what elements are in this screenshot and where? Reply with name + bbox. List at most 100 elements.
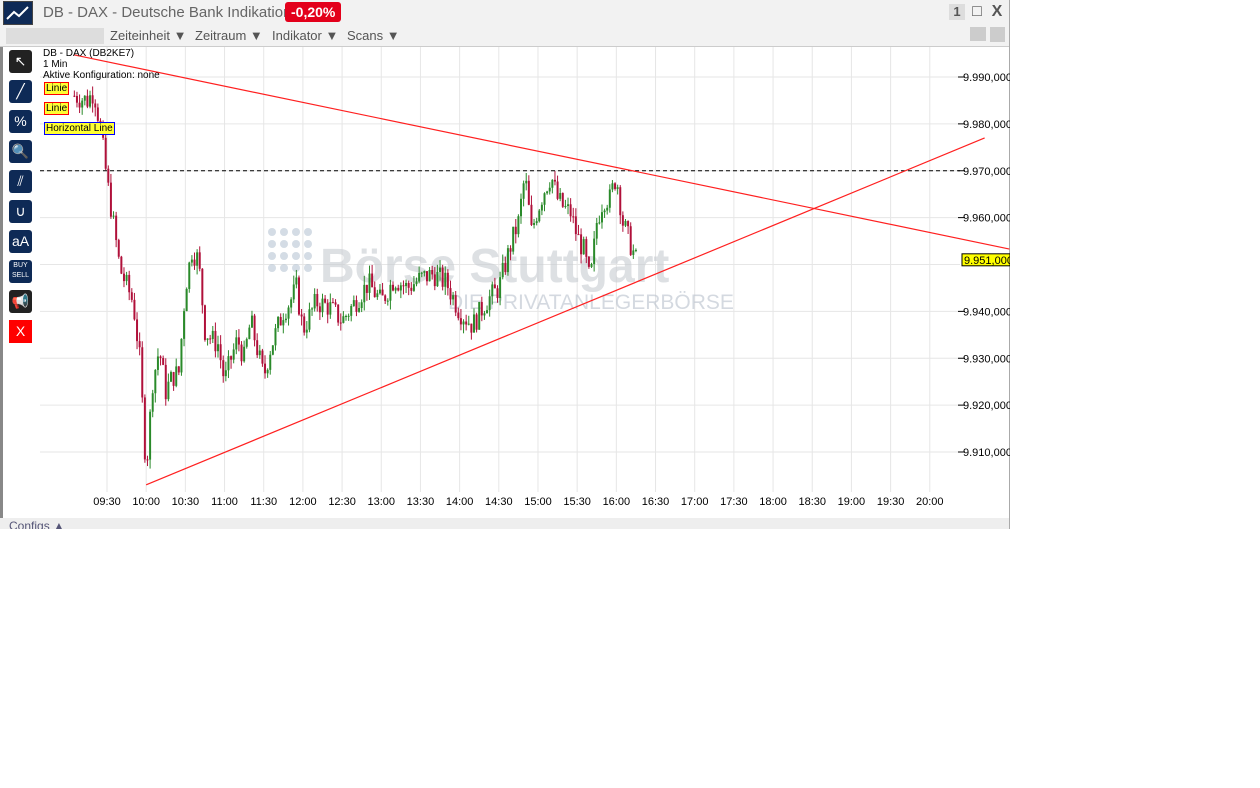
percent-icon[interactable]: % [9, 110, 32, 133]
x-tick-label: 11:00 [211, 496, 238, 508]
candle-body [478, 302, 481, 330]
y-tick-label: 9.930,000 [963, 353, 1010, 365]
maximize-button[interactable]: □ [972, 3, 982, 20]
watermark-logo-dot [280, 240, 288, 248]
candle-body [506, 248, 509, 273]
zoom-icon[interactable]: 🔍 [9, 140, 32, 163]
menu-zeitraum[interactable]: Zeitraum ▼ [195, 28, 263, 43]
candle-body [185, 288, 188, 312]
candle-body [436, 271, 439, 287]
delete-icon[interactable]: X [9, 320, 32, 343]
candle-body [237, 337, 240, 345]
candle-body [514, 226, 517, 235]
watermark-logo-dot [292, 252, 300, 260]
candle-body [146, 459, 149, 461]
folder-icon[interactable] [970, 27, 986, 41]
price-chart[interactable]: 09:30 10:00 10:30 11:00 11:30 12:00 12:30 13:00… [0, 47, 1010, 518]
candle-body [569, 204, 572, 217]
candle-body [415, 281, 418, 285]
watermark-logo-dot [268, 252, 276, 260]
trendline [74, 54, 1010, 250]
x-tick-label: 18:30 [798, 496, 826, 508]
candle-body [561, 193, 564, 207]
left-border [0, 47, 3, 529]
menu-zeiteinheit[interactable]: Zeiteinheit ▼ [110, 28, 187, 43]
megaphone-icon[interactable]: 📢 [9, 290, 32, 313]
drawing-label-line-1[interactable]: Linie [44, 82, 70, 95]
candle-body [444, 272, 447, 287]
candle-body [389, 284, 392, 301]
text-icon[interactable]: aA [9, 230, 32, 253]
candle-body [78, 102, 81, 108]
y-tick-label: 9.920,000 [963, 400, 1010, 412]
search-input[interactable] [6, 28, 104, 44]
candle-body [598, 222, 601, 224]
candle-body [384, 295, 387, 301]
drawing-label-line-2[interactable]: Linie [44, 102, 70, 115]
layout-one-button[interactable]: 1 [949, 4, 965, 20]
candle-body [548, 187, 551, 192]
configs-toggle[interactable]: Configs ▲ [9, 519, 65, 529]
candle-body [629, 226, 632, 255]
candle-body [454, 295, 457, 313]
candle-body [423, 271, 426, 273]
candle-body [363, 284, 366, 303]
candle-body [117, 240, 120, 257]
watermark-logo-dot [280, 252, 288, 260]
x-tick-label: 16:30 [642, 496, 670, 508]
candle-body [269, 354, 272, 370]
candle-body [593, 238, 596, 265]
drawing-label-hline[interactable]: Horizontal Line [44, 122, 115, 135]
x-tick-label: 13:00 [367, 496, 395, 508]
config-label: Aktive Konfiguration: none [43, 70, 160, 81]
curve-icon[interactable]: ∪ [9, 200, 32, 223]
menu-indikator[interactable]: Indikator ▼ [272, 28, 339, 43]
candle-body [248, 327, 251, 340]
candle-body [392, 284, 395, 291]
watermark-logo-dot [304, 264, 312, 272]
candle-body [334, 302, 337, 305]
watermark-logo-dot [268, 228, 276, 236]
candle-body [420, 272, 423, 274]
x-tick-label: 12:30 [328, 496, 356, 508]
candle-body [585, 239, 588, 257]
candle-body [472, 314, 475, 333]
buy-sell-icon[interactable]: BUY SELL [9, 260, 32, 283]
candle-body [517, 216, 520, 235]
candle-body [175, 366, 178, 386]
symbol-label: DB - DAX (DB2KE7) [43, 48, 135, 59]
candle-body [188, 262, 191, 289]
candle-body [467, 323, 470, 325]
candle-body [203, 305, 206, 340]
candle-body [405, 282, 408, 287]
candle-body [499, 277, 502, 299]
close-button[interactable]: X [991, 3, 1003, 20]
chart-window: DB - DAX - Deutsche Bank Indikation -0,2… [0, 0, 1010, 529]
candle-body [624, 221, 627, 226]
candle-body [431, 270, 434, 275]
arrow-icon[interactable]: ↖ [9, 50, 32, 73]
parallel-lines-icon[interactable]: ⫽ [9, 170, 32, 193]
menu-scans[interactable]: Scans ▼ [347, 28, 400, 43]
y-tick-label: 9.960,000 [963, 213, 1010, 225]
candle-body [520, 198, 523, 217]
y-tick-label: 9.910,000 [963, 447, 1010, 459]
candle-body [533, 223, 536, 225]
candle-body [600, 212, 603, 223]
candle-body [256, 340, 259, 356]
y-tick-label: 9.980,000 [963, 119, 1010, 131]
x-tick-label: 10:30 [172, 496, 200, 508]
candle-body [504, 262, 507, 273]
x-tick-label: 11:30 [250, 496, 277, 508]
x-tick-label: 14:30 [485, 496, 513, 508]
toolbar: Zeiteinheit ▼ Zeitraum ▼ Indikator ▼ Sca… [0, 25, 1009, 47]
line-icon[interactable]: ╱ [9, 80, 32, 103]
candle-body [156, 356, 159, 370]
candle-body [151, 393, 154, 412]
chart-info: DB - DAX (DB2KE7) 1 Min Aktive Konfigura… [43, 48, 160, 81]
x-tick-label: 16:00 [603, 496, 631, 508]
candle-body [232, 349, 235, 360]
candle-body [214, 330, 217, 352]
candle-body [308, 309, 311, 330]
save-icon[interactable] [990, 27, 1005, 42]
